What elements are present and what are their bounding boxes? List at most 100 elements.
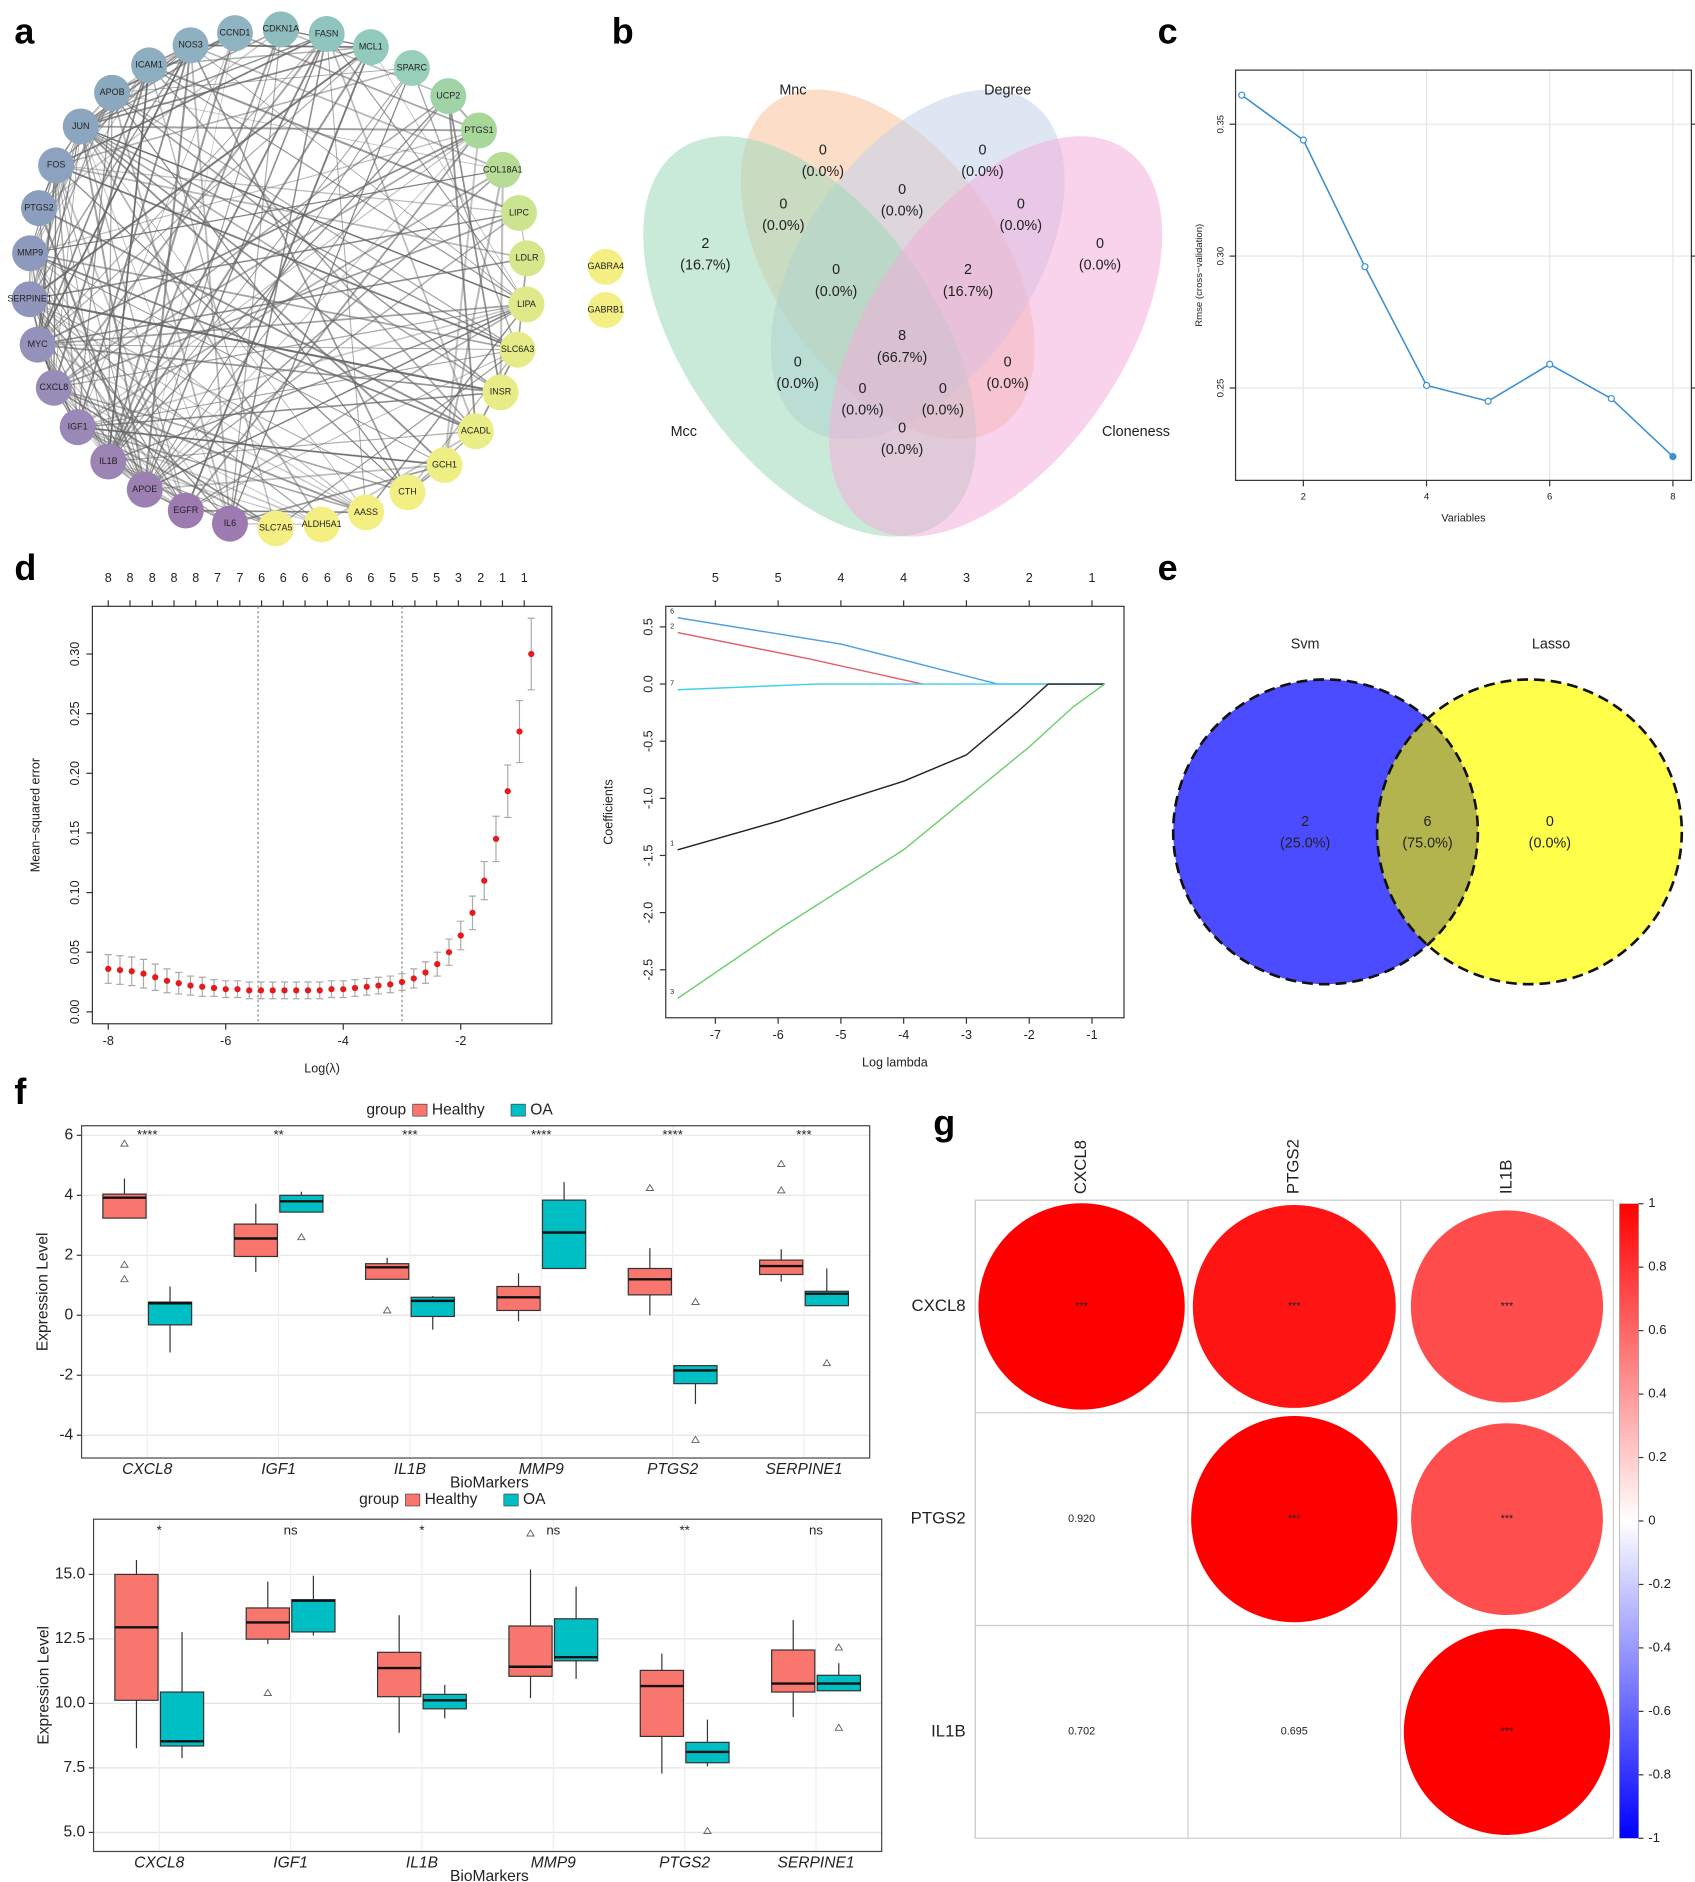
- top-tick-label: 5: [411, 571, 418, 585]
- region-percent: (0.0%): [881, 203, 923, 219]
- box: [364, 1263, 410, 1280]
- edge: [77, 92, 113, 428]
- box: [771, 1649, 816, 1693]
- point: [1422, 381, 1431, 389]
- node-label: CTH: [398, 487, 416, 497]
- point: [528, 650, 535, 658]
- edge: [80, 126, 187, 511]
- node-label: APOB: [100, 87, 125, 97]
- top-tick-label: 6: [346, 571, 353, 585]
- node-label: PTGS1: [464, 125, 493, 135]
- edge: [107, 32, 236, 462]
- node-label: SLC7A5: [259, 523, 292, 533]
- edge: [38, 207, 477, 433]
- colorbar-label: -0.2: [1648, 1576, 1671, 1591]
- plot-bg: [81, 1125, 870, 1459]
- y-tick-label: -2: [59, 1366, 73, 1383]
- significance-label: ***: [402, 1127, 417, 1142]
- colorbar-label: 0.6: [1648, 1322, 1666, 1337]
- edge: [37, 343, 501, 394]
- point: [1361, 263, 1369, 271]
- outlier: [822, 1358, 832, 1367]
- edge: [144, 169, 504, 491]
- edge: [77, 32, 236, 428]
- x-tick-label: -8: [103, 1034, 114, 1048]
- edge: [107, 65, 151, 462]
- row-label: CXCL8: [912, 1296, 966, 1315]
- x-tick-label: -6: [220, 1034, 231, 1048]
- edge: [148, 64, 527, 305]
- x-tick-label: IGF1: [273, 1855, 308, 1872]
- edge: [53, 126, 82, 388]
- node: [21, 190, 58, 227]
- box: [673, 1365, 718, 1385]
- edge: [80, 125, 479, 132]
- colorbar-label: 1: [1648, 1195, 1655, 1210]
- y-tick-label: 2: [65, 1246, 74, 1263]
- point: [116, 966, 124, 974]
- edge: [29, 252, 477, 433]
- y-tick-label: 7.5: [64, 1759, 86, 1776]
- node: [352, 29, 389, 66]
- region-count: 0: [832, 262, 840, 278]
- colorbar-label: -0.6: [1648, 1703, 1671, 1718]
- edge: [111, 92, 409, 493]
- region-percent: (16.7%): [943, 284, 993, 300]
- node: [499, 331, 536, 368]
- edge: [77, 426, 445, 466]
- point: [351, 984, 359, 992]
- node-label: IGF1: [68, 422, 88, 432]
- outlier: [382, 1305, 392, 1314]
- node-label: SPARC: [397, 62, 428, 72]
- top-tick-label: 5: [433, 571, 440, 585]
- top-tick-label: 6: [258, 571, 265, 585]
- edge: [53, 387, 277, 530]
- outlier: [691, 1297, 700, 1305]
- region-count: 0: [1096, 236, 1104, 252]
- y-tick-label: 0.0: [641, 675, 655, 693]
- region-percent: (0.0%): [815, 284, 857, 300]
- node: [430, 78, 467, 115]
- edge: [53, 129, 480, 389]
- region-count: 0: [819, 142, 827, 158]
- box: [279, 1194, 324, 1213]
- significance-label: ****: [137, 1127, 158, 1142]
- point: [152, 974, 159, 981]
- top-tick-label: 1: [499, 571, 506, 585]
- panel-label: a: [14, 11, 35, 52]
- point: [304, 987, 312, 994]
- significance-label: ***: [1075, 1300, 1088, 1312]
- y-tick-label: 0.05: [68, 940, 82, 964]
- top-tick-label: 7: [214, 571, 221, 585]
- coef-path: [677, 683, 1105, 999]
- edge: [144, 212, 520, 491]
- set-label: Mcc: [671, 424, 697, 440]
- y-axis-label: Mean−squared error: [28, 758, 42, 872]
- point: [457, 932, 464, 939]
- region-count: 0: [1004, 355, 1012, 371]
- node-label: CCND1: [219, 27, 250, 37]
- y-tick-label: -1.0: [641, 787, 655, 809]
- edge: [29, 126, 82, 254]
- significance-label: *: [419, 1523, 424, 1538]
- outlier: [834, 1723, 844, 1731]
- colorbar-label: 0.8: [1648, 1259, 1666, 1274]
- panel-label: f: [14, 1071, 27, 1112]
- top-tick-label: 2: [1026, 571, 1033, 585]
- significance-label: ***: [1288, 1300, 1301, 1312]
- significance-label: ns: [546, 1523, 560, 1538]
- edge: [80, 126, 367, 513]
- top-tick-label: 6: [280, 571, 287, 585]
- y-axis-label: Rmse (cross−validation): [1194, 224, 1205, 327]
- node-label: CDKN1A: [263, 24, 299, 34]
- y-tick-label: -0.5: [641, 730, 655, 752]
- edge: [111, 92, 231, 524]
- panel-label: d: [14, 547, 36, 588]
- edge: [144, 33, 328, 490]
- point: [140, 970, 147, 977]
- point: [257, 987, 265, 994]
- outlier: [120, 1274, 129, 1283]
- point: [387, 981, 394, 988]
- node-label: SLC6A3: [501, 344, 534, 354]
- edge: [148, 65, 277, 529]
